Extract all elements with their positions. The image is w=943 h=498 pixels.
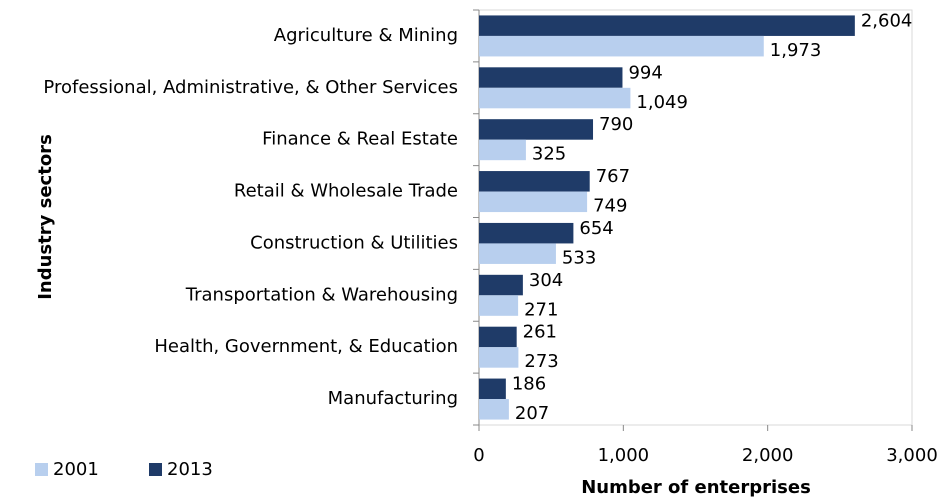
x-tick-label: 2,000 [742, 445, 794, 466]
value-label: 994 [628, 62, 662, 83]
y-tick-label: Transportation & Warehousing [185, 284, 458, 305]
value-label: 325 [532, 144, 566, 165]
bar [479, 274, 523, 296]
bar [479, 67, 623, 88]
value-label: 1,973 [770, 40, 822, 61]
bar [479, 87, 631, 109]
bar [479, 326, 517, 348]
bar [479, 171, 590, 192]
value-label: 1,049 [636, 92, 688, 113]
value-label: 186 [512, 374, 546, 395]
y-tick-label: Retail & Wholesale Trade [234, 181, 458, 202]
value-label: 207 [515, 403, 549, 424]
bar [479, 295, 519, 316]
bar [479, 347, 519, 368]
bar [479, 191, 588, 213]
bar [479, 15, 855, 36]
bar [479, 35, 764, 57]
bar [479, 119, 594, 140]
value-label: 767 [596, 166, 630, 187]
bar [479, 222, 574, 244]
y-tick-label: Construction & Utilities [250, 232, 458, 253]
y-tick-label: Agriculture & Mining [274, 25, 458, 46]
value-label: 304 [529, 270, 563, 291]
legend-swatch [149, 463, 162, 476]
x-axis-label: Number of enterprises [581, 477, 811, 498]
value-label: 2,604 [861, 10, 913, 31]
y-tick-label: Professional, Administrative, & Other Se… [43, 77, 458, 98]
value-label: 271 [524, 299, 558, 320]
value-label: 790 [599, 114, 633, 135]
value-label: 273 [524, 351, 558, 372]
value-label: 749 [593, 196, 627, 217]
value-label: 533 [562, 247, 596, 268]
legend-label: 2013 [167, 459, 213, 480]
bar [479, 243, 556, 264]
bar [479, 139, 526, 161]
y-tick-label: Finance & Real Estate [262, 129, 458, 150]
bar [479, 378, 506, 400]
x-tick-label: 0 [473, 445, 484, 466]
legend-label: 2001 [53, 459, 99, 480]
y-tick-label: Health, Government, & Education [154, 336, 458, 357]
y-tick-label: Manufacturing [328, 388, 458, 409]
value-label: 261 [523, 322, 557, 343]
y-axis-label: Industry sectors [35, 134, 56, 300]
bar [479, 399, 509, 420]
legend-swatch [35, 463, 48, 476]
x-tick-label: 1,000 [598, 445, 650, 466]
x-tick-label: 3,000 [886, 445, 938, 466]
value-label: 654 [579, 218, 613, 239]
